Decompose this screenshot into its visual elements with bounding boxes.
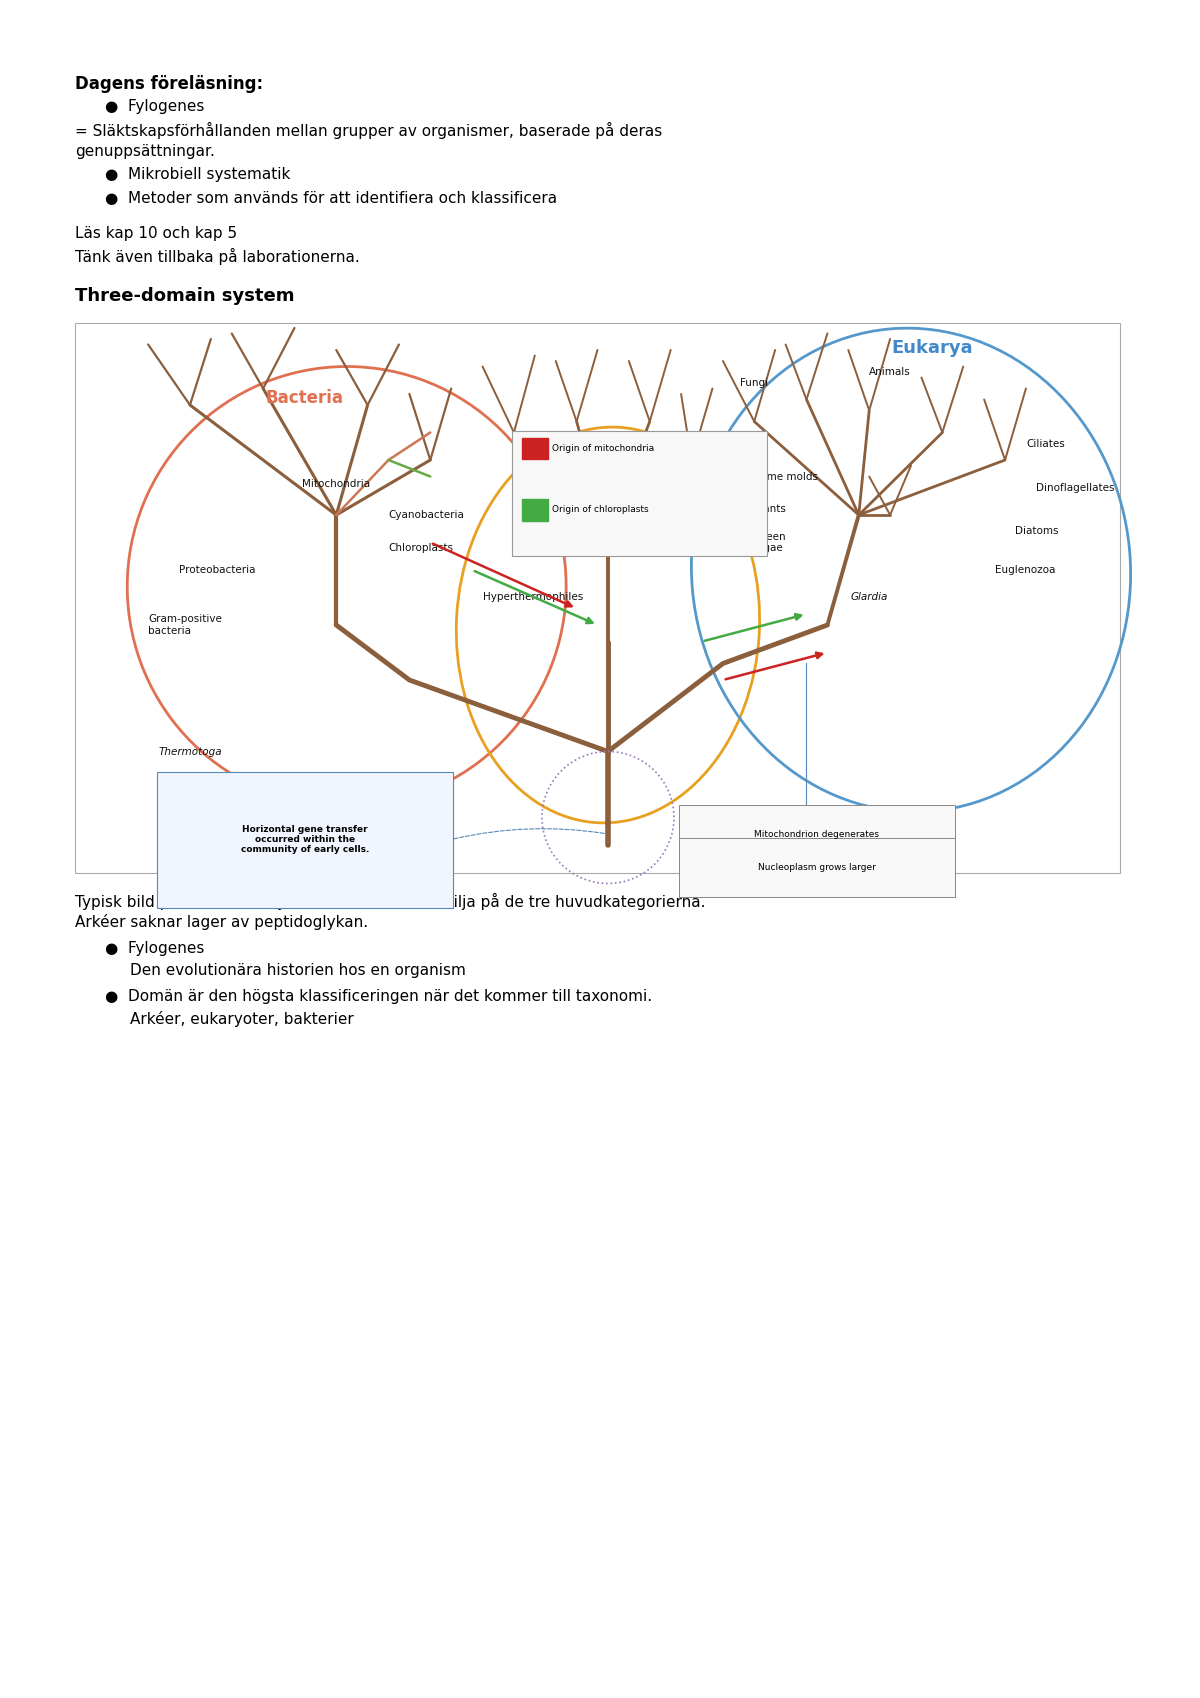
Text: Bacteria: Bacteria	[266, 389, 344, 406]
Text: Arkéer, eukaryoter, bakterier: Arkéer, eukaryoter, bakterier	[130, 1012, 354, 1027]
Text: Den evolutionära historien hos en organism: Den evolutionära historien hos en organi…	[130, 963, 466, 978]
FancyBboxPatch shape	[679, 837, 955, 897]
Text: Cyanobacteria: Cyanobacteria	[389, 509, 464, 520]
Text: ●  Metoder som används för att identifiera och klassificera: ● Metoder som används för att identifier…	[106, 190, 557, 205]
Text: Mitochondria: Mitochondria	[302, 479, 371, 489]
Text: Mitochondrion degenerates: Mitochondrion degenerates	[755, 830, 880, 839]
Text: Arkéer saknar lager av peptidoglykan.: Arkéer saknar lager av peptidoglykan.	[74, 915, 368, 931]
Text: Glardia: Glardia	[851, 593, 888, 603]
Text: genuppsättningar.: genuppsättningar.	[74, 144, 215, 160]
Bar	[522, 438, 548, 458]
Text: Horizontal gene transfer
occurred within the
community of early cells.: Horizontal gene transfer occurred within…	[241, 825, 370, 854]
FancyBboxPatch shape	[679, 805, 955, 864]
FancyBboxPatch shape	[74, 323, 1120, 873]
Text: Extreme
halophiles: Extreme halophiles	[702, 499, 756, 520]
Text: ●  Domän är den högsta klassificeringen när det kommer till taxonomi.: ● Domän är den högsta klassificeringen n…	[106, 990, 652, 1004]
FancyBboxPatch shape	[156, 771, 454, 907]
Text: Thermotoga: Thermotoga	[158, 747, 222, 757]
Bar	[522, 499, 548, 521]
Text: Typisk bild på tre-domän-systemet. Ett sätt att skilja på de tre huvudkategorier: Typisk bild på tre-domän-systemet. Ett s…	[74, 893, 706, 910]
Text: ●  Fylogenes: ● Fylogenes	[106, 941, 204, 956]
Text: Läs kap 10 och kap 5: Läs kap 10 och kap 5	[74, 226, 238, 241]
Text: Origin of mitochondria: Origin of mitochondria	[552, 443, 654, 453]
Text: ●  Fylogenes: ● Fylogenes	[106, 98, 204, 114]
Text: Ciliates: Ciliates	[1026, 438, 1064, 448]
FancyBboxPatch shape	[512, 431, 767, 555]
Text: ●  Mikrobiell systematik: ● Mikrobiell systematik	[106, 168, 290, 182]
Text: Plants: Plants	[755, 504, 786, 514]
Text: Green
algae: Green algae	[755, 531, 786, 554]
Text: Chloroplasts: Chloroplasts	[389, 543, 454, 554]
Text: Diatoms: Diatoms	[1015, 526, 1060, 537]
Text: Eukarya: Eukarya	[892, 340, 973, 357]
Text: Euglenozoa: Euglenozoa	[995, 565, 1055, 576]
Text: Tänk även tillbaka på laborationerna.: Tänk även tillbaka på laborationerna.	[74, 248, 360, 265]
Text: Archaea: Archaea	[572, 460, 643, 475]
Text: Dagens föreläsning:: Dagens föreläsning:	[74, 75, 263, 93]
Text: Methanogens: Methanogens	[524, 521, 595, 531]
Text: Hyperthermophiles: Hyperthermophiles	[482, 593, 583, 603]
Text: Animals: Animals	[869, 367, 911, 377]
Text: Proteobacteria: Proteobacteria	[180, 565, 256, 576]
Text: Three-domain system: Three-domain system	[74, 287, 294, 306]
Text: Fungi: Fungi	[740, 377, 768, 387]
Text: Slime molds: Slime molds	[755, 472, 818, 482]
Text: Origin of chloroplasts: Origin of chloroplasts	[552, 506, 649, 514]
Text: Dinoflagellates: Dinoflagellates	[1037, 482, 1115, 492]
Text: Amobae: Amobae	[722, 443, 766, 453]
Text: Gram-positive
bacteria: Gram-positive bacteria	[148, 615, 222, 635]
Text: Nucleoplasm grows larger: Nucleoplasm grows larger	[758, 863, 876, 871]
Text: = Släktskapsförhållanden mellan grupper av organismer, baserade på deras: = Släktskapsförhållanden mellan grupper …	[74, 122, 662, 139]
